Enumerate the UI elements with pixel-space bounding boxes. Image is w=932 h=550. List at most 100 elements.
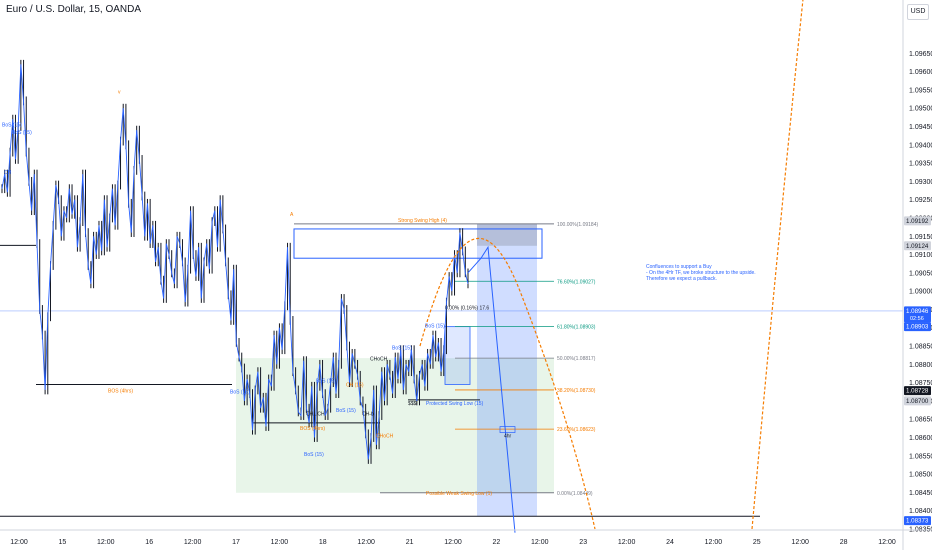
annotation-label: BoS (15) <box>12 130 32 136</box>
annotation-label: BoS (15) <box>336 408 356 414</box>
y-tick-label: 1.08550 <box>909 453 932 460</box>
y-tick-label: 1.08600 <box>909 435 932 442</box>
y-tick-label: 1.09000 <box>909 289 932 296</box>
x-tick-label: 21 <box>406 539 414 546</box>
annotation-label: BoS (15) <box>316 379 336 385</box>
annotation-label: BoS (15) <box>2 122 22 128</box>
order-block-box <box>293 228 543 259</box>
y-tick-label: 1.08800 <box>909 362 932 369</box>
annotation-label: 0.00% (0.16%) 17.6 <box>445 305 489 311</box>
price-tag <box>904 306 931 323</box>
swing-marker: A <box>290 212 294 218</box>
x-tick-label: 24 <box>666 539 674 546</box>
price-tag <box>904 396 931 406</box>
price-path-line <box>1 64 469 460</box>
analysis-note-line: Therefore we expect a pullback. <box>646 276 717 282</box>
fib-label: 76.60%(1.09027) <box>557 279 596 285</box>
analysis-note-line: - On the 4Hr TF, we broke structure to t… <box>646 270 756 276</box>
price-tag <box>904 216 931 226</box>
x-tick-label: 25 <box>753 539 761 546</box>
annotation-label: BoS (15) <box>230 390 250 396</box>
price-line-layer <box>1 64 469 460</box>
y-tick-label: 1.09100 <box>909 252 932 259</box>
y-tick-label: 1.09500 <box>909 106 932 113</box>
y-tick-label: 1.08650 <box>909 417 932 424</box>
y-tick-label: 1.08400 <box>909 508 932 515</box>
price-tag-label: 1.08903 <box>906 324 929 331</box>
y-tick-label: 1.09650 <box>909 51 932 58</box>
x-tick-label: 23 <box>579 539 587 546</box>
stop-box <box>477 223 537 246</box>
annotation-label: CH...CH <box>306 412 325 418</box>
y-tick-label: 1.08750 <box>909 380 932 387</box>
x-tick-label: 12:00 <box>444 539 462 546</box>
levels-layer: 100.00%(1.09184) 76.60%(1.09027) 61.80%(1.… <box>0 222 903 517</box>
x-tick-label: 15 <box>59 539 67 546</box>
projection-up-arc <box>751 0 804 530</box>
projected-path <box>467 245 516 533</box>
price-tag-label: 1.08728 <box>906 388 929 395</box>
tf-box <box>499 426 516 433</box>
x-tick-label: 12:00 <box>184 539 202 546</box>
fib-label: 100.00%(1.09184) <box>557 222 598 228</box>
annotation-label: BoS (15) <box>425 324 445 330</box>
fib-label: 23.60%(1.08623) <box>557 427 596 433</box>
y-tick-label: 1.08450 <box>909 490 932 497</box>
time-axis: 12:00 15 12:00 16 12:00 17 12:00 18 12:00 21 12:00… <box>0 529 932 546</box>
y-tick-label: 1.09050 <box>909 270 932 277</box>
strong-swing-high-label: Strong Swing High (4) <box>398 218 447 224</box>
x-tick-label: 12:00 <box>705 539 723 546</box>
y-tick-label: 1.09550 <box>909 87 932 94</box>
annotations-layer: BoS (15) BoS (15) CH BoS (15) CH...CH BOS (4h… <box>2 90 756 497</box>
price-tag-label: 1.08946 <box>906 308 929 315</box>
x-tick-label: 18 <box>319 539 327 546</box>
y-tick-label: 1.09350 <box>909 161 932 168</box>
fib-label: 61.80%(1.08903) <box>557 325 596 331</box>
x-tick-label: 12:00 <box>618 539 636 546</box>
annotation-label: 4hr <box>504 434 512 440</box>
y-tick-label: 1.09400 <box>909 142 932 149</box>
x-tick-label: 12:00 <box>878 539 896 546</box>
annotation-label: CH (15) <box>346 382 364 388</box>
weak-swing-low-label: Possible Weak Swing Low (1) <box>426 491 492 497</box>
x-tick-label: 12:00 <box>531 539 549 546</box>
price-tag <box>904 516 931 526</box>
entry-box <box>444 326 471 385</box>
fib-label: 0.00%(1.08449) <box>557 491 593 497</box>
swing-marker: v <box>118 90 121 96</box>
x-tick-label: 17 <box>232 539 240 546</box>
x-tick-label: 16 <box>145 539 153 546</box>
y-tick-label: 1.09150 <box>909 234 932 241</box>
currency-button[interactable]: USD <box>907 4 929 20</box>
x-tick-label: 22 <box>493 539 501 546</box>
annotation-label: BoS (15) <box>304 452 324 458</box>
y-tick-label: 1.09300 <box>909 179 932 186</box>
x-tick-label: 28 <box>840 539 848 546</box>
price-tag-label: 1.08373 <box>906 518 929 525</box>
annotation-label: BOS (4hrs) <box>300 426 325 432</box>
y-tick-label: 1.08500 <box>909 472 932 479</box>
x-tick-label: 12:00 <box>97 539 115 546</box>
price-tag <box>904 386 931 396</box>
projection-layer <box>419 0 804 533</box>
x-tick-label: 12:00 <box>791 539 809 546</box>
annotation-label: CH <box>4 170 12 176</box>
x-tick-label: 12:00 <box>10 539 28 546</box>
y-tick-label: 1.09600 <box>909 69 932 76</box>
annotation-label: BoS (15) <box>392 346 412 352</box>
annotation-label: CH-b <box>362 412 374 418</box>
bos-4hrs-label: BOS (4hrs) <box>108 388 133 394</box>
annotation-label: CHoCH <box>376 434 394 440</box>
y-tick-label: 1.09450 <box>909 124 932 131</box>
chart-title: Euro / U.S. Dollar, 15, OANDA <box>6 4 142 15</box>
protected-swing-low-label: Protected Swing Low (15) <box>426 401 484 407</box>
price-tag-label: 1.09124 <box>906 243 929 250</box>
fib-label: 50.00%(1.08817) <box>557 356 596 362</box>
annotation-label: CHoCH <box>370 357 388 363</box>
price-tag <box>904 322 931 332</box>
y-tick-label: 1.09250 <box>909 197 932 204</box>
fib-label: 38.20%(1.08730) <box>557 388 596 394</box>
analysis-note-line: Confluences to support a Buy <box>646 264 712 270</box>
price-tag <box>904 241 931 251</box>
